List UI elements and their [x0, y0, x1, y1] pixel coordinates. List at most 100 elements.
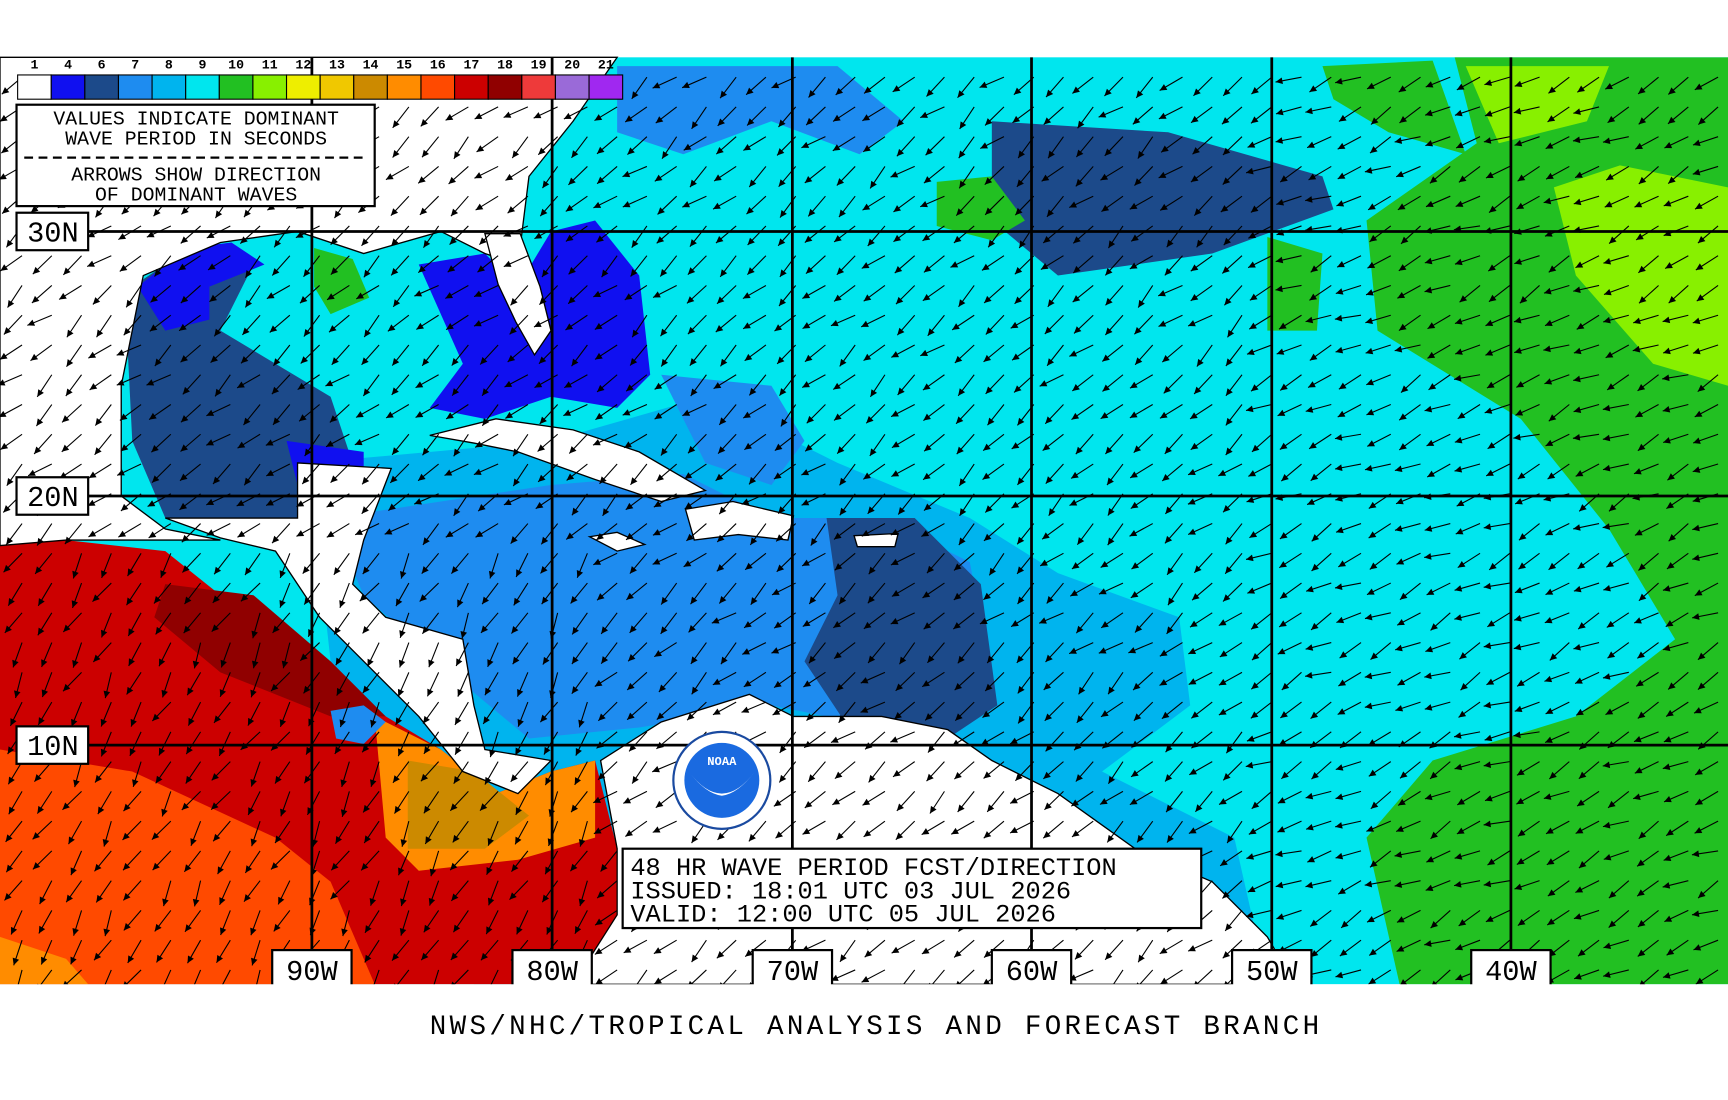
- arrow-head: [1668, 87, 1676, 95]
- arrow-head: [597, 384, 605, 392]
- wave-arrow: [1309, 344, 1332, 361]
- wave-arrow: [119, 255, 142, 272]
- wave-arrow: [62, 255, 82, 276]
- wave-arrow: [747, 225, 767, 246]
- wave-arrow: [832, 136, 856, 152]
- arrow-head: [206, 409, 215, 416]
- arrow-head: [1225, 447, 1233, 456]
- arrow-head: [773, 472, 782, 480]
- wave-arrow: [953, 582, 975, 601]
- arrow-head: [539, 416, 547, 424]
- arrow-head: [654, 412, 663, 420]
- wave-arrow: [952, 612, 975, 630]
- wave-arrow: [801, 374, 826, 388]
- wave-arrow: [981, 255, 1005, 271]
- wave-arrow: [1223, 225, 1243, 246]
- arrow-head: [541, 596, 549, 605]
- arrow-head: [832, 144, 841, 151]
- arrow-head: [1223, 237, 1231, 246]
- arrow-head: [1076, 625, 1084, 634]
- arrow-head: [864, 86, 872, 94]
- wave-arrow: [325, 374, 350, 387]
- arrow-head: [364, 329, 371, 338]
- arrow-head: [28, 469, 36, 476]
- arrow-head: [922, 591, 931, 598]
- arrow-head: [1364, 613, 1373, 621]
- arrow-head: [834, 413, 842, 421]
- wave-arrow: [623, 433, 648, 449]
- wave-arrow: [660, 582, 678, 605]
- wave-arrow: [1516, 374, 1540, 388]
- wave-arrow: [1633, 314, 1659, 325]
- wave-arrow: [1453, 374, 1481, 382]
- wave-arrow: [630, 463, 648, 486]
- wave-arrow: [834, 552, 856, 571]
- wave-arrow: [1548, 76, 1570, 94]
- arrow-head: [1275, 137, 1284, 144]
- arrow-head: [1573, 406, 1582, 414]
- wave-arrow: [3, 314, 23, 335]
- arrow-head: [361, 238, 369, 246]
- arrow-head: [391, 238, 399, 246]
- wave-arrow: [983, 582, 1005, 601]
- arrow-head: [1607, 383, 1615, 390]
- wave-arrow: [1305, 195, 1332, 203]
- wave-arrow: [833, 225, 856, 243]
- arrow-head: [1456, 83, 1465, 90]
- arrow-head: [626, 384, 634, 392]
- arrow-head: [488, 570, 496, 579]
- wave-arrow: [927, 314, 945, 337]
- wave-arrow: [1605, 344, 1630, 359]
- wave-arrow: [1692, 463, 1719, 473]
- wave-arrow: [1245, 403, 1272, 413]
- arrow-head: [477, 265, 485, 273]
- wave-arrow: [1047, 285, 1064, 308]
- wave-arrow: [1337, 165, 1362, 180]
- wave-arrow: [953, 552, 975, 571]
- arrow-head: [1041, 174, 1050, 182]
- arrow-head: [801, 141, 810, 148]
- wave-arrow: [1634, 523, 1659, 536]
- arrow-head: [1663, 437, 1671, 444]
- wave-arrow: [503, 106, 529, 118]
- arrow-head: [266, 499, 274, 506]
- arrow-head: [302, 566, 310, 574]
- arrow-head: [30, 205, 39, 213]
- wave-arrow: [339, 582, 350, 608]
- wave-arrow: [955, 195, 975, 217]
- wave-arrow: [980, 136, 1005, 149]
- arrow-head: [478, 504, 486, 512]
- wave-arrow: [1107, 523, 1124, 546]
- arrow-head: [1245, 405, 1254, 413]
- arrow-head: [774, 443, 783, 451]
- arrow-head: [923, 265, 932, 273]
- wave-arrow: [1279, 374, 1302, 391]
- wave-arrow: [1518, 552, 1540, 570]
- arrow-head: [1425, 81, 1434, 88]
- wave-arrow: [240, 344, 261, 364]
- arrow-head: [719, 595, 727, 604]
- arrow-head: [890, 171, 899, 178]
- arrow-head: [127, 568, 134, 577]
- wave-arrow: [1279, 165, 1302, 183]
- arrow-head: [1697, 384, 1706, 392]
- wave-arrow: [1483, 523, 1510, 531]
- arrow-head: [1279, 442, 1288, 450]
- arrow-head: [448, 176, 456, 184]
- arrow-head: [893, 234, 902, 242]
- wave-arrow: [151, 433, 172, 453]
- arrow-head: [576, 570, 584, 578]
- wave-arrow: [1072, 225, 1094, 244]
- arrow-head: [777, 148, 785, 156]
- arrow-head: [1275, 285, 1283, 293]
- arrow-head: [87, 499, 96, 506]
- wave-arrow: [1638, 166, 1659, 185]
- arrow-head: [780, 209, 787, 218]
- wave-arrow: [744, 552, 767, 571]
- arrow-head: [1515, 409, 1524, 416]
- wave-arrow: [116, 344, 142, 356]
- wave-arrow: [983, 344, 1005, 363]
- arrow-head: [1131, 234, 1139, 242]
- arrow-head: [154, 268, 162, 277]
- wave-arrow: [1398, 76, 1421, 93]
